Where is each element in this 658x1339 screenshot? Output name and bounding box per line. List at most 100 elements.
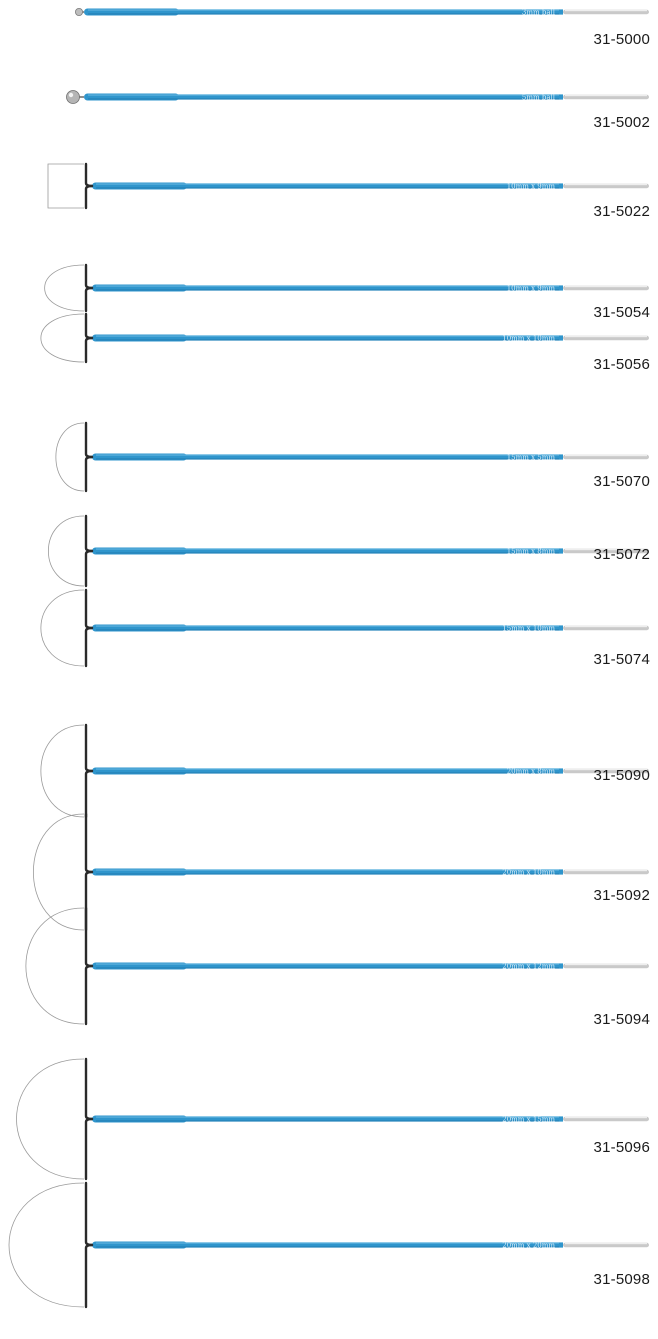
shaft-shadow	[88, 13, 559, 15]
electrode-shaft	[164, 9, 563, 15]
loop-outline	[47, 163, 84, 209]
electrode-shaft	[172, 963, 563, 969]
shaft-highlight	[96, 454, 559, 456]
electrode-shaft	[172, 768, 563, 774]
product-code: 31-5090	[593, 767, 650, 784]
product-code: 31-5096	[593, 1139, 650, 1156]
loop-outline	[40, 724, 85, 818]
loop-wire-upper	[84, 162, 94, 188]
electrode-illustration: 20mm x 10mm	[32, 812, 649, 932]
product-code: 31-5000	[593, 31, 650, 48]
shaft-shadow	[96, 1120, 559, 1122]
ball-tip	[75, 8, 84, 16]
shaft-highlight	[96, 1116, 559, 1118]
shaft-highlight	[96, 768, 559, 770]
electrode-size-label: 20mm x 20mm	[502, 1241, 555, 1249]
connector-pin-highlight	[565, 455, 647, 457]
electrode-shaft	[172, 625, 563, 631]
shaft-shadow	[96, 289, 559, 291]
electrode-size-label: 20mm x 12mm	[502, 962, 555, 970]
loop-wire-lower	[84, 870, 94, 932]
electrode-illustration: 10mm x 10mm	[40, 312, 649, 364]
product-code: 31-5022	[593, 203, 650, 220]
connector-pin-highlight	[565, 870, 647, 872]
electrode-size-label: 3mm ball	[522, 8, 556, 16]
electrode-size-label: 10mm x 9mm	[507, 182, 556, 190]
loop-wire-upper	[84, 906, 94, 968]
shaft-highlight	[88, 9, 559, 11]
connector-pin-highlight	[565, 964, 647, 966]
shaft-shadow	[96, 873, 559, 875]
shaft-shadow	[96, 458, 559, 460]
electrode-shaft	[172, 285, 563, 291]
electrode-size-label: 20mm x 15mm	[502, 1115, 555, 1123]
product-code: 31-5056	[593, 356, 650, 373]
loop-wire-upper	[84, 514, 94, 553]
product-code: 31-5094	[593, 1011, 650, 1028]
electrode-size-label: 15mm x 10mm	[502, 624, 555, 632]
loop-outline	[32, 813, 85, 931]
loop-wire-lower	[84, 286, 94, 313]
electrode-shaft	[172, 454, 563, 460]
connector-pin-highlight	[565, 286, 647, 288]
connector-pin-highlight	[565, 10, 647, 12]
shaft-highlight	[96, 285, 559, 287]
product-code: 31-5072	[593, 546, 650, 563]
loop-wire-upper	[84, 1057, 94, 1121]
electrode-illustration: 15mm x 10mm	[40, 588, 649, 668]
loop-outline	[40, 313, 85, 363]
loop-outline	[25, 907, 85, 1025]
loop-outline	[44, 264, 85, 312]
electrode-illustration: 20mm x 8mm	[40, 723, 649, 819]
loop-wire-upper	[84, 588, 94, 630]
loop-outline	[40, 589, 85, 667]
electrode-shaft	[172, 335, 563, 341]
electrode-size-label: 20mm x 10mm	[502, 868, 555, 876]
electrode-illustration: 3mm ball	[75, 8, 649, 16]
connector-pin-highlight	[565, 626, 647, 628]
shaft-highlight	[96, 335, 559, 337]
electrode-shaft	[164, 94, 563, 100]
loop-outline	[55, 422, 85, 492]
shaft-shadow	[96, 187, 559, 189]
electrode-shaft	[172, 183, 563, 189]
loop-wire-upper	[84, 812, 94, 874]
loop-wire-upper	[84, 421, 94, 459]
connector-pin-highlight	[565, 336, 647, 338]
connector-pin-highlight	[565, 549, 647, 551]
electrode-illustration: 15mm x 5mm	[55, 421, 649, 493]
product-code: 31-5092	[593, 887, 650, 904]
electrode-shaft	[172, 548, 563, 554]
shaft-highlight	[96, 869, 559, 871]
loop-wire-lower	[84, 549, 94, 588]
electrode-shaft	[172, 1242, 563, 1248]
ball-tip	[66, 90, 80, 104]
product-code: 31-5074	[593, 651, 650, 668]
connector-pin-highlight	[565, 1243, 647, 1245]
product-code: 31-5098	[593, 1271, 650, 1288]
loop-outline	[48, 515, 85, 587]
electrode-illustration: 20mm x 15mm	[16, 1057, 649, 1181]
electrode-shaft	[172, 869, 563, 875]
loop-wire-lower	[84, 626, 94, 668]
electrode-size-label: 10mm x 9mm	[507, 284, 556, 292]
electrode-size-label: 15mm x 5mm	[507, 453, 556, 461]
electrode-illustration: 20mm x 12mm	[25, 906, 649, 1026]
electrode-illustration: 10mm x 9mm	[47, 162, 649, 210]
loop-wire-upper	[84, 312, 94, 340]
shaft-shadow	[96, 339, 559, 341]
shaft-highlight	[96, 625, 559, 627]
electrode-illustration: 5mm ball	[66, 90, 649, 104]
product-code: 31-5054	[593, 304, 650, 321]
connector-pin-highlight	[565, 769, 647, 771]
shaft-highlight	[96, 963, 559, 965]
loop-wire-upper	[84, 723, 94, 773]
shaft-shadow	[96, 967, 559, 969]
loop-wire-lower	[84, 1243, 94, 1309]
connector-pin-highlight	[565, 184, 647, 186]
electrode-illustration: 10mm x 9mm	[44, 263, 649, 313]
electrode-size-label: 5mm ball	[522, 93, 556, 101]
loop-wire-lower	[84, 455, 94, 493]
connector-pin-highlight	[565, 1117, 647, 1119]
connector-pin-highlight	[565, 95, 647, 97]
